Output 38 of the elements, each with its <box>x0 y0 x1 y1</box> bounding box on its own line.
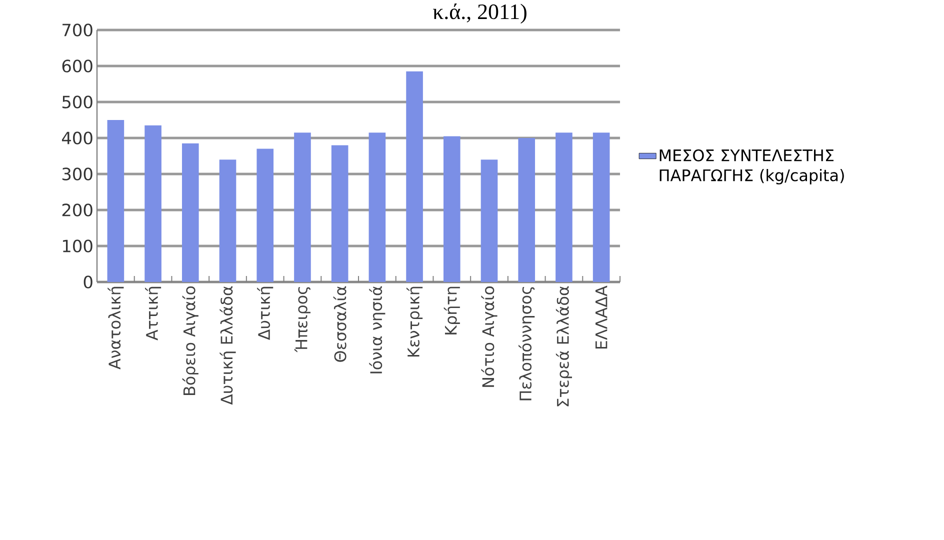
y-tick-label: 300 <box>62 168 92 180</box>
x-tick-label: Δυτική Ελλάδα <box>220 286 236 405</box>
y-tick-label: 100 <box>63 240 92 252</box>
legend-label: ΜΕΣΟΣ ΣΥΝΤΕΛΕΣΤΗΣ ΠΑΡΑΓΩΓΗΣ (kg/capita) <box>660 149 844 184</box>
x-tick-label: Ανατολική <box>108 286 124 370</box>
x-tick-label: Βόρειο Αιγαίο <box>182 286 198 395</box>
x-tick-label: Κρήτη <box>444 286 460 334</box>
bar <box>518 138 536 282</box>
x-tick-label: Ήπειρος <box>294 287 311 352</box>
bar <box>219 160 236 282</box>
y-tick-label: 500 <box>62 96 92 108</box>
x-tick-label: Κεντρική <box>406 286 423 357</box>
x-tick-label: Ιόνια νησιά <box>369 286 386 374</box>
x-tick-label: Νότιο Αιγαίο <box>481 286 498 387</box>
bar <box>107 120 124 282</box>
y-tick-label: 400 <box>62 132 92 144</box>
bar <box>556 132 572 282</box>
x-tick-label: Πελοπόννησος <box>518 287 535 400</box>
y-tick-label: 0 <box>84 276 92 288</box>
chart-title: κ.ά., 2011) <box>433 4 526 24</box>
bar <box>406 71 423 282</box>
bar <box>368 132 386 282</box>
y-tick-label: 200 <box>62 204 92 216</box>
bar <box>592 132 610 282</box>
x-tick-label: Δυτική <box>257 286 274 340</box>
bar <box>294 132 311 282</box>
x-tick-label: ΕΛΛΑΔΑ <box>596 286 608 349</box>
bar <box>182 143 199 282</box>
x-tick-label: Θεσσαλία <box>333 286 346 362</box>
bar <box>144 125 162 282</box>
bar <box>480 160 498 282</box>
bar <box>331 145 348 282</box>
y-tick-label: 700 <box>62 24 92 36</box>
bar <box>443 136 460 282</box>
x-tick-label: Αττική <box>145 286 162 340</box>
x-tick-label: Στερεά Ελλάδα <box>556 286 572 406</box>
bar <box>256 148 274 282</box>
y-tick-label: 600 <box>62 60 92 72</box>
